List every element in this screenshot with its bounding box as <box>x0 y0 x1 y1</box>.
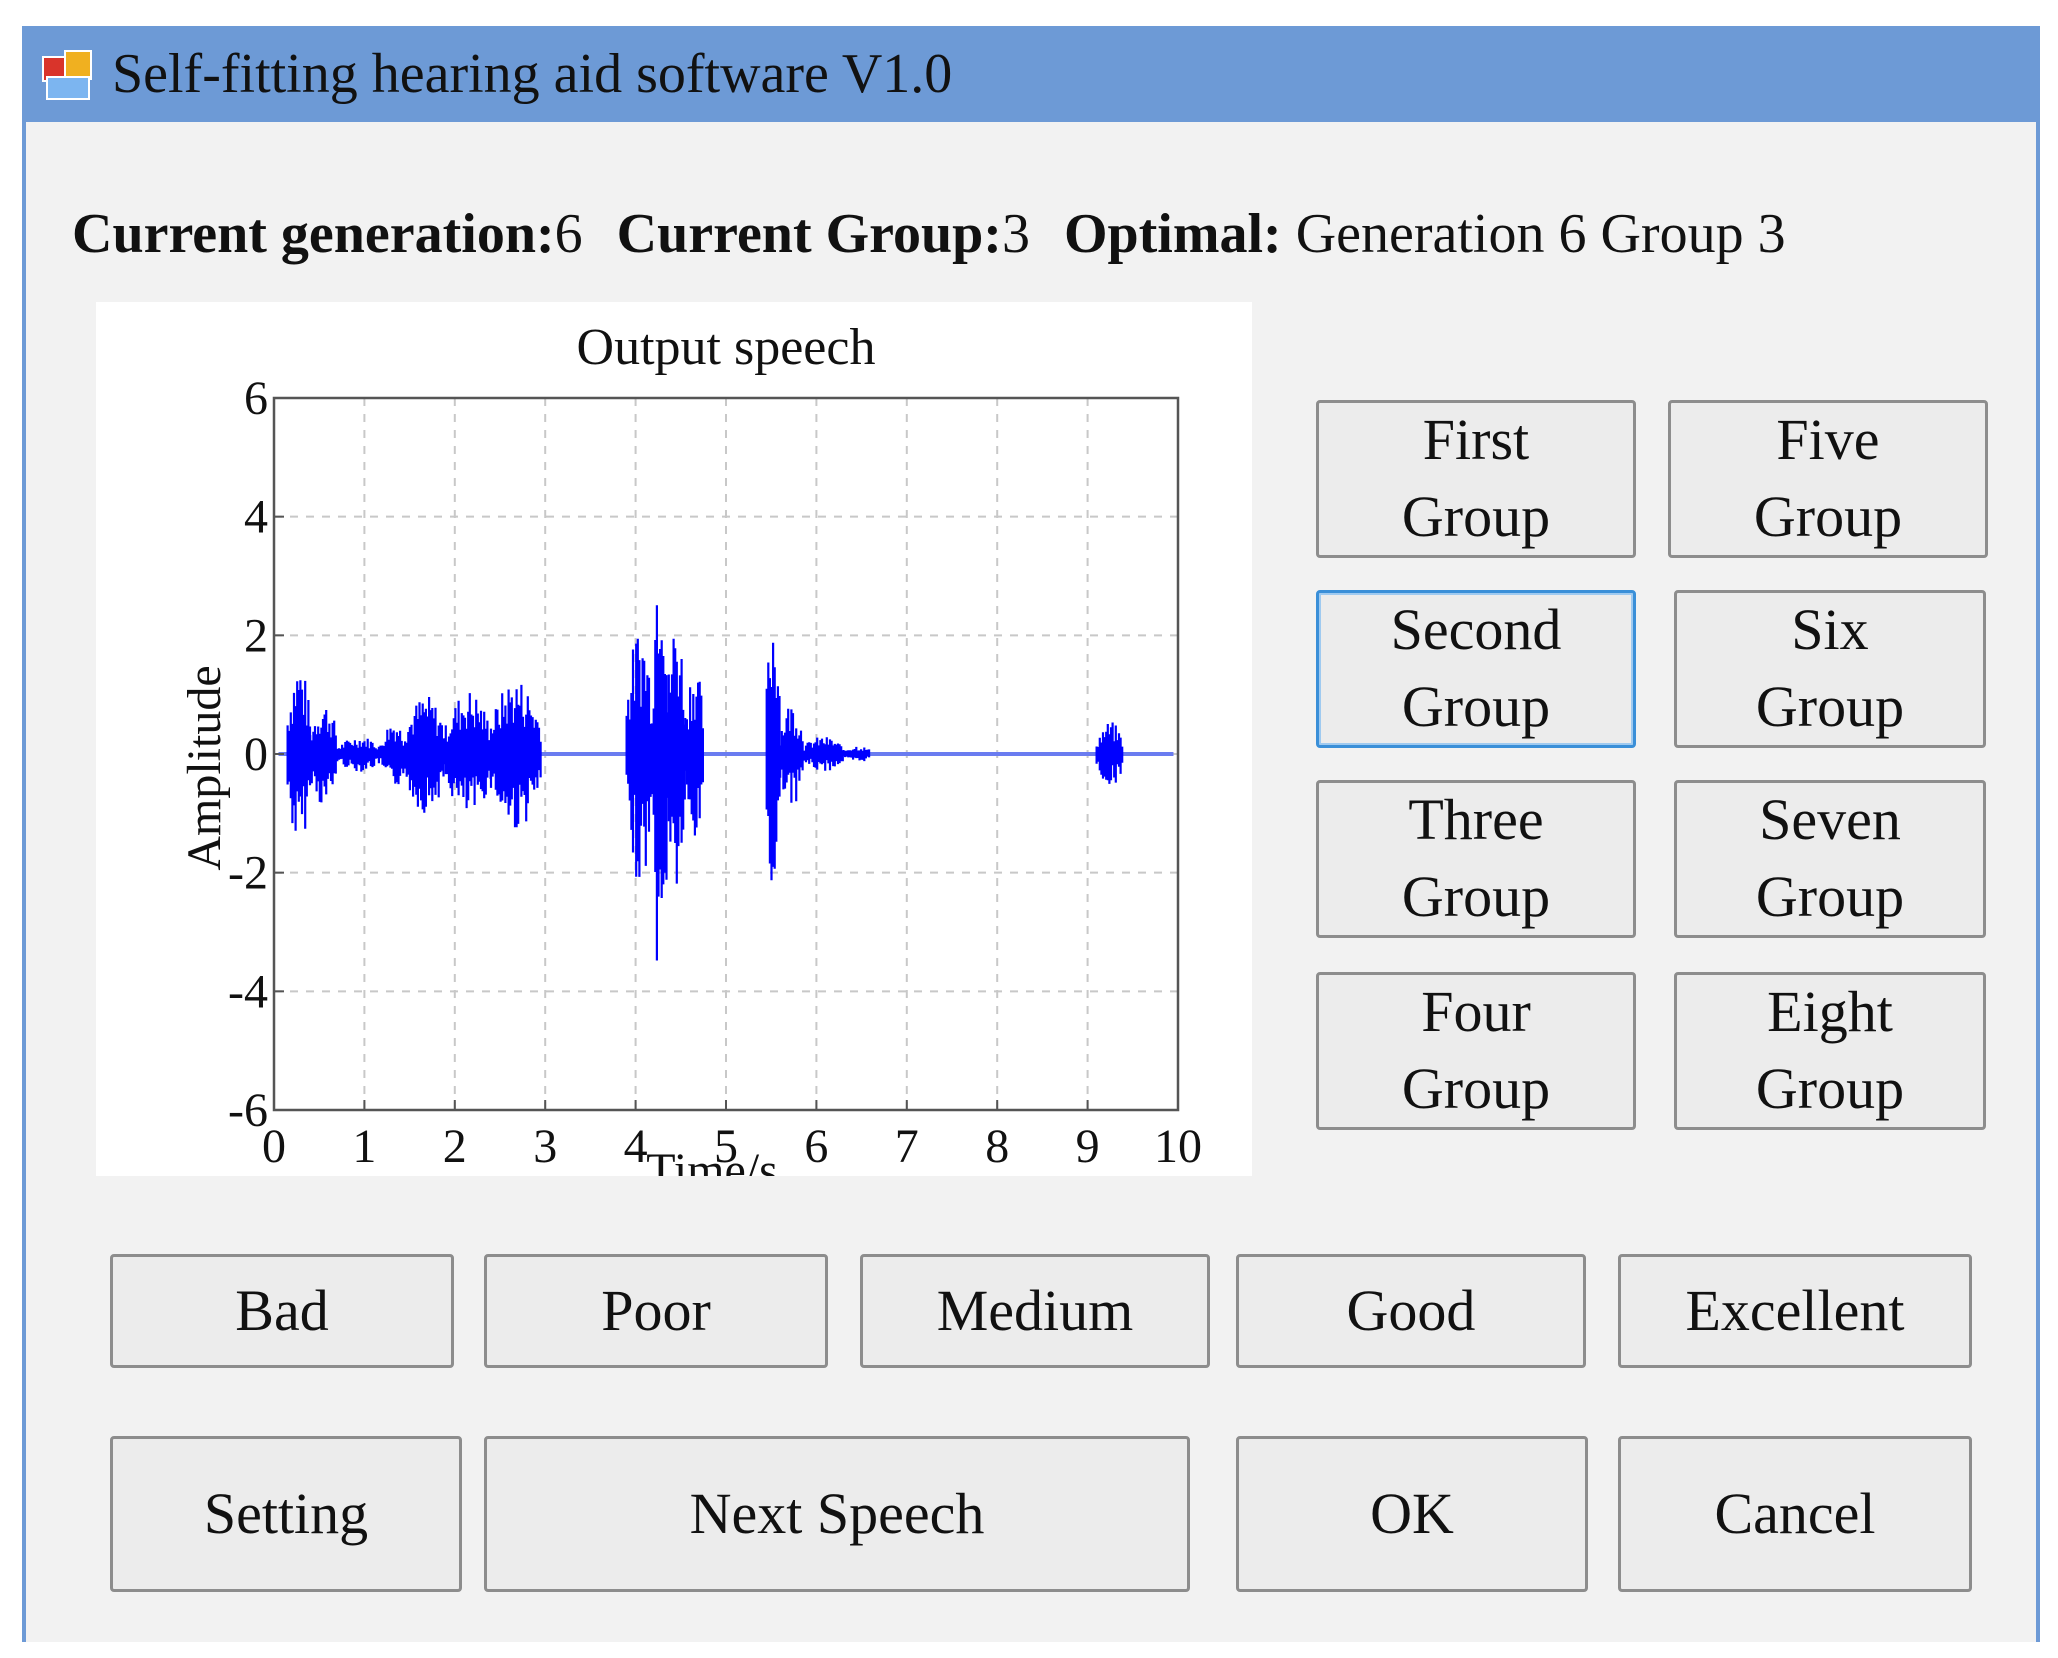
waveform-burst <box>666 638 686 884</box>
status-line: Current generation:6 Current Group:3 Optim… <box>72 202 1786 266</box>
window-title: Self-fitting hearing aid software V1.0 <box>112 43 953 105</box>
waveform-burst <box>404 697 447 813</box>
x-axis-label: Time/s <box>646 1144 778 1176</box>
x-tick-label: 3 <box>533 1120 557 1173</box>
x-tick-label: 0 <box>262 1120 286 1173</box>
title-bar: Self-fitting hearing aid software V1.0 <box>26 26 2036 122</box>
ok-button[interactable]: OK <box>1236 1436 1588 1592</box>
first-group-button[interactable]: First Group <box>1316 400 1636 558</box>
waveform-burst <box>842 746 871 762</box>
x-tick-label: 1 <box>352 1120 376 1173</box>
y-tick-label: 2 <box>244 609 268 662</box>
five-group-button[interactable]: Five Group <box>1668 400 1988 558</box>
waveform-burst <box>779 708 804 803</box>
waveform-burst <box>444 693 492 809</box>
rating-excellent-button[interactable]: Excellent <box>1618 1254 1972 1368</box>
waveform-burst <box>684 681 704 836</box>
three-group-button[interactable]: Three Group <box>1316 780 1636 938</box>
generation-label: Current generation: <box>72 203 555 265</box>
y-tick-label: 6 <box>244 372 268 425</box>
y-tick-label: -2 <box>228 847 268 900</box>
waveform-burst <box>625 638 654 877</box>
app-icon <box>42 50 92 100</box>
waveform-burst <box>286 680 312 831</box>
waveform-burst <box>309 710 337 803</box>
seven-group-button[interactable]: Seven Group <box>1674 780 1986 938</box>
waveform-burst <box>489 684 542 828</box>
rating-good-button[interactable]: Good <box>1236 1254 1586 1368</box>
group-value: 3 <box>1001 203 1030 265</box>
y-tick-label: 4 <box>244 491 268 544</box>
rating-bad-button[interactable]: Bad <box>110 1254 454 1368</box>
rating-poor-button[interactable]: Poor <box>484 1254 828 1368</box>
generation-value: 6 <box>554 203 583 265</box>
chart-svg: Output speech 0 1 2 3 4 5 6 7 8 9 10 6 4 2 0 -2 -4 -6 Time/… <box>178 319 1202 1176</box>
optimal-value: Generation 6 Group 3 <box>1295 203 1786 265</box>
eight-group-button[interactable]: Eight Group <box>1674 972 1986 1130</box>
waveform-burst <box>765 642 781 881</box>
chart-title: Output speech <box>577 319 876 376</box>
x-tick-label: 2 <box>443 1120 467 1173</box>
y-tick-label: -4 <box>228 965 268 1018</box>
y-tick-label: 0 <box>244 728 268 781</box>
x-tick-label: 9 <box>1076 1120 1100 1173</box>
x-tick-label: 10 <box>1154 1120 1202 1173</box>
x-tick-label: 8 <box>985 1120 1009 1173</box>
x-tick-label: 6 <box>804 1120 828 1173</box>
optimal-label: Optimal: <box>1063 203 1282 265</box>
waveform-burst <box>381 728 406 785</box>
x-tick-label: 7 <box>895 1120 919 1173</box>
setting-button[interactable]: Setting <box>110 1436 462 1592</box>
x-tick-label: 4 <box>624 1120 648 1173</box>
x-tick-label: 5 <box>714 1120 738 1173</box>
waveform-burst <box>652 605 668 961</box>
cancel-button[interactable]: Cancel <box>1618 1436 1972 1592</box>
rating-medium-button[interactable]: Medium <box>860 1254 1210 1368</box>
next-speech-button[interactable]: Next Speech <box>484 1436 1190 1592</box>
output-speech-chart: Output speech 0 1 2 3 4 5 6 7 8 9 10 6 4 2 0 -2 -4 -6 Time/… <box>96 302 1252 1176</box>
y-tick-label: -6 <box>228 1084 268 1137</box>
group-label: Current Group: <box>616 203 1002 265</box>
second-group-button[interactable]: Second Group <box>1316 590 1636 748</box>
y-axis-label: Amplitude <box>178 665 231 870</box>
four-group-button[interactable]: Four Group <box>1316 972 1636 1130</box>
waveform-burst <box>801 737 844 771</box>
six-group-button[interactable]: Six Group <box>1674 590 1986 748</box>
waveform-burst <box>336 738 384 772</box>
waveform-burst <box>1095 722 1124 784</box>
